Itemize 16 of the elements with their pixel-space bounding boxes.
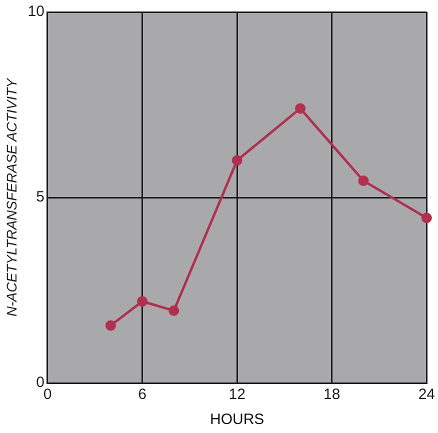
y-tick-label: 0 [36,374,44,392]
x-tick-label: 18 [324,386,340,404]
x-tick-label: 6 [138,386,146,404]
x-tick-label: 12 [228,386,246,404]
point [295,103,306,114]
x-axis-title: HOURS [210,411,264,428]
x-tick-label: 24 [418,386,435,404]
point [232,155,242,166]
point [105,320,116,331]
point [137,296,148,307]
y-tick-label: 5 [36,188,44,206]
point [421,212,432,224]
point [168,305,180,316]
y-tick-label: 10 [28,3,44,20]
point [358,176,369,186]
y-axis-title: N-ACETYLTRANSFERASE ACTIVITY [3,76,20,317]
